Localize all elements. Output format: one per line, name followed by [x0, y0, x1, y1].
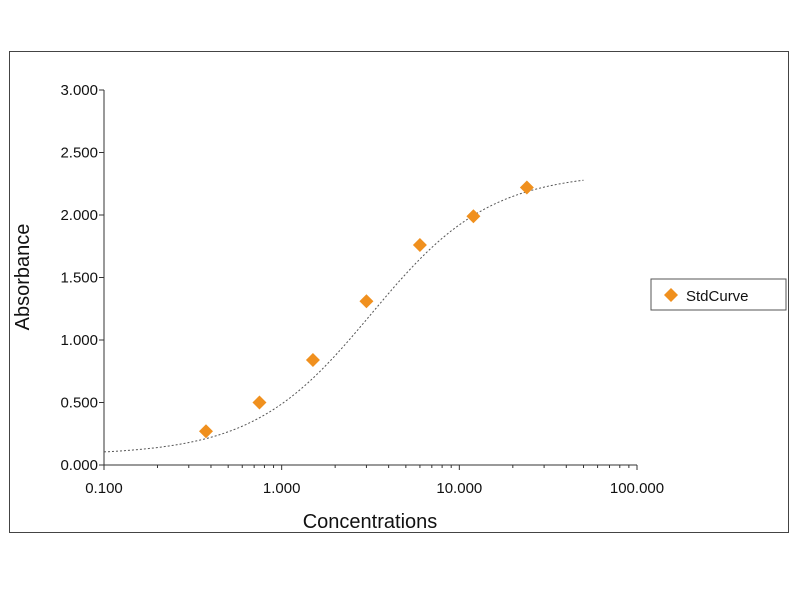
legend-label: StdCurve — [686, 288, 749, 305]
y-tick-label: 3.000 — [60, 82, 98, 99]
y-tick-label: 1.000 — [60, 332, 98, 349]
data-point — [519, 180, 534, 195]
fit-curve — [103, 179, 584, 453]
y-tick-label: 2.000 — [60, 207, 98, 224]
y-axis-title: Absorbance — [12, 224, 34, 331]
legend-marker — [664, 288, 678, 302]
y-tick-label: 0.000 — [60, 457, 98, 474]
axes: 0.000 0.500 1.000 1.500 2.000 2.500 3.000 0.100… — [60, 82, 664, 497]
x-axis-title: Concentrations — [303, 511, 438, 533]
x-tick-label: 1.000 — [263, 480, 301, 497]
legend-marker-group — [664, 288, 678, 302]
fit-curve-group — [103, 179, 584, 453]
data-point — [466, 209, 481, 224]
points-group — [198, 180, 534, 439]
x-tick-label: 100.000 — [610, 480, 664, 497]
y-tick-label: 1.500 — [60, 270, 98, 287]
y-tick-label: 2.500 — [60, 145, 98, 162]
data-point — [359, 294, 374, 309]
y-tick-label: 0.500 — [60, 395, 98, 412]
data-point — [252, 395, 267, 410]
data-point — [198, 424, 213, 439]
data-point — [412, 238, 427, 252]
x-tick-label: 10.000 — [436, 480, 482, 497]
x-tick-label: 0.100 — [85, 480, 123, 497]
data-point — [305, 353, 320, 367]
legend: StdCurve — [650, 278, 787, 311]
